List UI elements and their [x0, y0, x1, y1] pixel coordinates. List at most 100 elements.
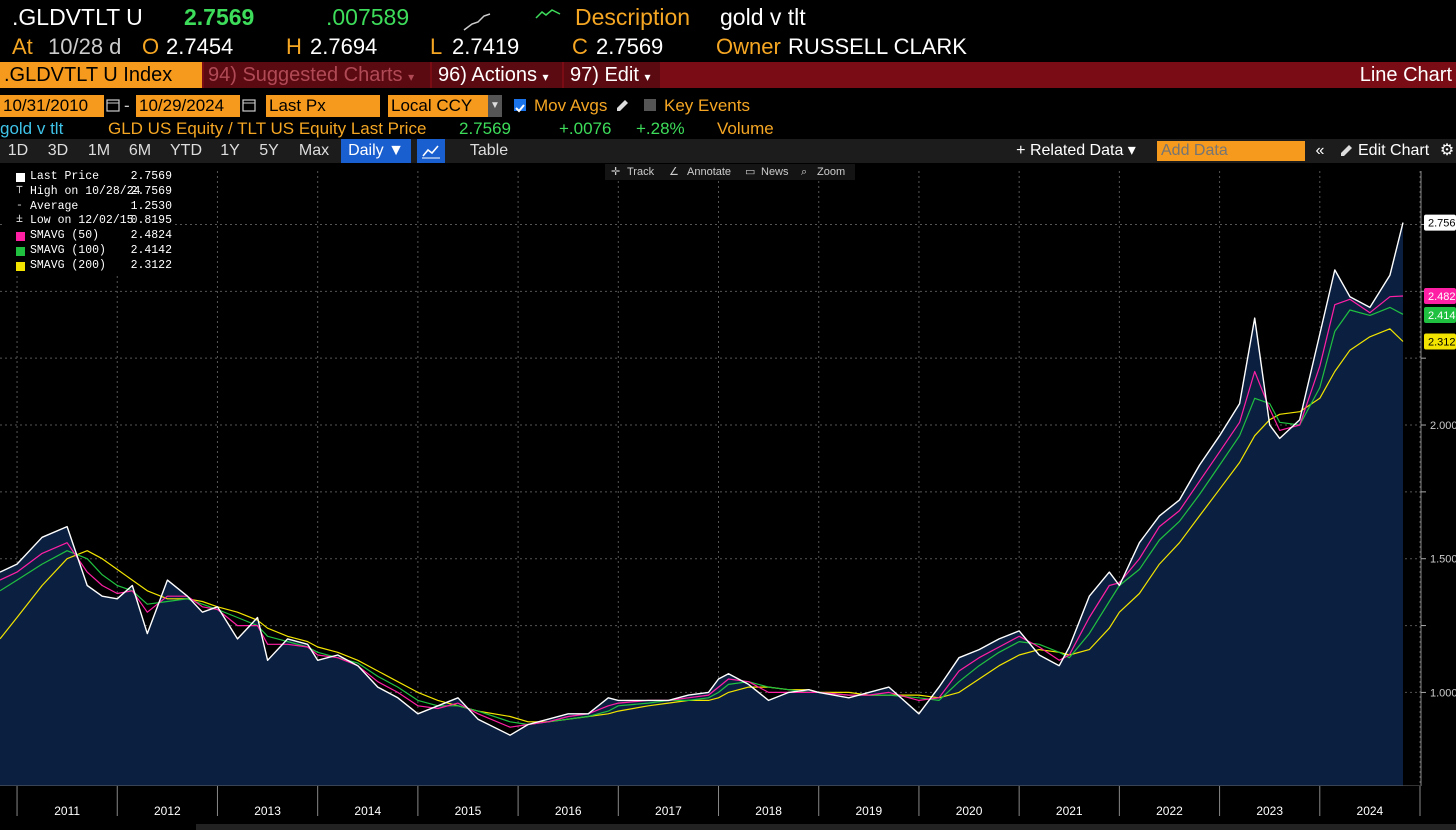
date-separator: -	[124, 96, 130, 115]
edit-chart-button[interactable]: Edit Chart	[1358, 142, 1430, 159]
legend-item[interactable]: -+ Average 1.2530	[16, 198, 172, 227]
owner-value: RUSSELL CLARK	[788, 34, 967, 59]
period-5y-button[interactable]: 5Y	[259, 142, 279, 159]
line-chart-icon[interactable]	[417, 139, 445, 163]
ticker-text: .GLDVTLT U	[12, 4, 143, 30]
price-chart[interactable]: 2011 2012 2013 2014 2015 2016 2017 2018 2019 2020…	[0, 163, 1456, 830]
series-formula: GLD US Equity / TLT US Equity Last Price	[108, 119, 427, 138]
series-name: gold v tlt	[0, 119, 64, 138]
track-tool[interactable]: Track	[627, 166, 655, 178]
horizontal-scrollbar[interactable]	[196, 824, 1456, 830]
mov-avgs-checkbox[interactable]	[514, 99, 526, 113]
high-marker-icon: ⊤	[16, 183, 23, 197]
x-tick-label: 2022	[1156, 804, 1183, 818]
period-ytd-button[interactable]: YTD	[170, 142, 202, 159]
field-select[interactable]: Last Px	[266, 95, 380, 117]
annotate-icon[interactable]: ∠	[669, 166, 679, 178]
period-max-button[interactable]: Max	[298, 142, 330, 159]
legend-item[interactable]: SMAVG (200) 2.3122	[4, 259, 174, 274]
last-value-text: 2.312	[1428, 337, 1456, 349]
x-axis: 2011 2012 2013 2014 2015 2016 2017 2018 2019 2020…	[0, 785, 1456, 830]
news-tool[interactable]: News	[761, 166, 789, 178]
last-price-line	[0, 222, 1404, 736]
x-tick-label: 2014	[354, 804, 381, 818]
period-1m-button[interactable]: 1M	[87, 142, 111, 159]
at-date: 10/28 d	[48, 34, 122, 59]
zoom-tool[interactable]: Zoom	[817, 166, 846, 178]
last-price: 2.7569	[184, 4, 255, 30]
x-tick-label: 2012	[154, 804, 181, 818]
key-events-checkbox[interactable]	[644, 99, 656, 111]
y-axis: 1.000 1.500 2.000	[1420, 171, 1456, 786]
sparkline-icon	[463, 13, 491, 31]
suggested-charts-menu[interactable]: 94) Suggested Charts ▾	[204, 62, 430, 88]
volume-label[interactable]: Volume	[717, 119, 774, 138]
period-6m-button[interactable]: 6M	[128, 142, 152, 159]
series-info-row: gold v tlt GLD US Equity / TLT US Equity…	[0, 118, 1456, 140]
news-icon[interactable]: ▭	[745, 166, 756, 178]
zoom-icon[interactable]: ⌕	[801, 166, 808, 178]
crosshair-icon[interactable]: ✛	[611, 166, 621, 178]
legend-swatch	[16, 246, 25, 256]
security-tab[interactable]: .GLDVTLT U Index	[0, 62, 202, 88]
y-tick-label: 2.000	[1430, 420, 1456, 432]
last-value-badge	[1424, 307, 1456, 324]
collapse-icon[interactable]: «	[1315, 142, 1325, 159]
chevron-down-icon[interactable]: ▼	[488, 95, 502, 117]
close-value: 2.7569	[596, 34, 664, 59]
legend-item[interactable]: ⊥ Low on 12/02/15 0.8195	[16, 213, 172, 228]
last-value-labels: 2.756 2.482 2.414 2.312	[1424, 214, 1456, 350]
x-tick-label: 2023	[1256, 804, 1283, 818]
calendar-icon[interactable]	[106, 98, 120, 112]
period-1y-button[interactable]: 1Y	[220, 142, 240, 159]
green-sparkline-icon	[535, 9, 561, 19]
chart-controls: 10/31/2010 - 10/29/2024 Last Px Local CC…	[0, 95, 1456, 117]
price-area	[0, 222, 1403, 787]
description-value: gold v tlt	[720, 4, 806, 30]
key-events-label: Key Events	[664, 96, 750, 115]
suggested-charts-label: 94) Suggested Charts	[208, 64, 403, 86]
x-tick-label: 2018	[755, 804, 782, 818]
currency-select[interactable]: Local CCY	[388, 95, 488, 117]
edit-menu[interactable]: 97) Edit ▾	[564, 62, 660, 88]
y-tick-label: 1.000	[1430, 687, 1456, 699]
last-value-text: 2.414	[1428, 310, 1456, 322]
start-date-input[interactable]: 10/31/2010	[0, 95, 104, 117]
sma-50-line	[0, 295, 1404, 728]
actions-menu[interactable]: 96) Actions ▾	[432, 62, 562, 88]
gear-icon[interactable]: ⚙	[1439, 142, 1455, 159]
last-value-text: 2.482	[1428, 291, 1456, 303]
add-data-input[interactable]	[1157, 141, 1305, 161]
period-3d-button[interactable]: 3D	[47, 142, 69, 159]
edit-label: 97) Edit	[570, 64, 639, 86]
x-tick-label: 2021	[1056, 804, 1083, 818]
table-button[interactable]: Table	[469, 142, 509, 159]
period-1d-button[interactable]: 1D	[7, 142, 29, 159]
sma-100-line	[0, 306, 1404, 726]
at-label: At	[12, 34, 33, 59]
legend-item[interactable]: ⊤ High on 10/28/24 2.7569	[16, 183, 172, 198]
chevron-down-icon: ▾	[644, 70, 651, 84]
calendar-icon[interactable]	[242, 98, 256, 112]
chart-tools-bar: ✛ Track ∠ Annotate ▭ News ⌕ Zoom	[605, 164, 855, 180]
chart-type-label: Line Chart	[1359, 64, 1452, 86]
chart-toolbar: 1D 3D 1M 6M YTD 1Y 5Y Max Daily ▼ Table …	[0, 139, 1456, 163]
pencil-icon[interactable]	[1338, 143, 1354, 159]
pencil-icon[interactable]	[614, 98, 630, 114]
end-date-input[interactable]: 10/29/2024	[136, 95, 240, 117]
x-tick-label: 2019	[855, 804, 882, 818]
legend-item[interactable]: Last Price 2.7569	[4, 170, 174, 185]
annotate-tool[interactable]: Annotate	[687, 166, 732, 178]
series-pct-change: +.28%	[636, 119, 685, 138]
legend-swatch	[16, 173, 25, 182]
x-axis-background	[0, 786, 1456, 830]
frequency-select[interactable]: Daily ▼	[341, 139, 411, 163]
ohlc-row: At 10/28 d O 2.7454 H 2.7694 L 2.7419 C …	[0, 34, 1456, 62]
legend-item[interactable]: SMAVG (100) 2.4142	[4, 244, 174, 259]
x-tick-label: 2016	[555, 804, 582, 818]
chevron-down-icon: ▾	[408, 70, 415, 84]
related-data-button[interactable]: + Related Data ▾	[1016, 142, 1136, 159]
close-label: C	[572, 34, 588, 59]
legend-item[interactable]: SMAVG (50) 2.4824	[4, 229, 174, 244]
low-label: L	[430, 34, 443, 59]
